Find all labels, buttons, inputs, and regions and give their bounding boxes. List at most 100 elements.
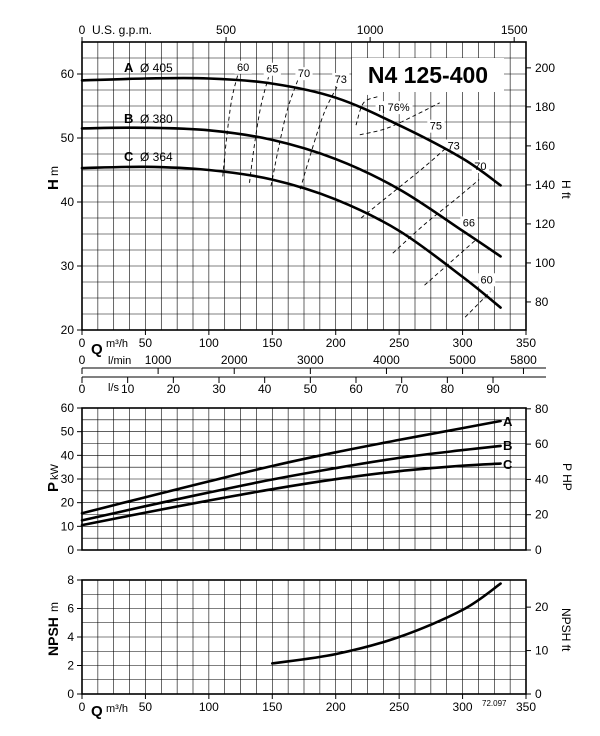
npsh-y-tick-label: 2 xyxy=(67,659,74,673)
efficiency-label-bg xyxy=(445,139,463,153)
npsh-x-tick-label: 150 xyxy=(262,700,282,714)
efficiency-line-75 xyxy=(359,102,440,136)
head-q-unit: m³/h xyxy=(106,338,128,350)
efficiency-label: 60 xyxy=(481,274,493,286)
chart-title: N4 125-400 xyxy=(368,62,488,88)
efficiency-label: 70 xyxy=(474,161,486,173)
head-right-tick-label: 80 xyxy=(535,295,549,309)
lmin-tick-label: 2000 xyxy=(221,353,248,367)
head-x-tick-label: 250 xyxy=(389,336,409,350)
npsh-y-tick-label: 8 xyxy=(67,573,74,587)
head-right-tick-label: 160 xyxy=(535,139,555,153)
npsh-x-tick-label: 350 xyxy=(516,700,536,714)
series-label-b: B Ø 380 xyxy=(124,111,173,126)
lmin-axis-label: l/min xyxy=(108,355,131,367)
npsh-q-symbol: Q xyxy=(91,703,103,720)
ls-tick-label: 80 xyxy=(441,382,455,396)
power-y-tick-label: 0 xyxy=(67,543,74,557)
series-c-letter: C xyxy=(124,149,134,164)
ls-tick-label: 40 xyxy=(258,382,272,396)
power-y-tick-label: 30 xyxy=(61,472,75,486)
efficiency-line-73 xyxy=(299,86,338,190)
npsh-y-tick-label: 6 xyxy=(67,602,74,616)
ls-tick-label: 20 xyxy=(167,382,181,396)
top-axis-tick-label: 500 xyxy=(216,23,236,37)
ls-tick-label: 0 xyxy=(79,382,86,396)
head-y-tick-label: 60 xyxy=(61,67,75,81)
ls-tick-label: 90 xyxy=(486,382,500,396)
top-axis-tick-label: 0 xyxy=(79,23,86,37)
head-x-tick-label: 350 xyxy=(516,336,536,350)
flow-axis-ticks: 1000 2000 3000 4000 5000 5800 0 10 20 30 40 50 60 70 8… xyxy=(79,353,537,396)
head-axis-unit: m xyxy=(47,166,61,176)
npsh-axis-unit: m xyxy=(47,602,61,612)
npsh-grid xyxy=(81,579,527,695)
head-curve-a xyxy=(80,76,502,187)
ls-tick-label: 70 xyxy=(395,382,409,396)
power-right-tick-label: 0 xyxy=(535,543,542,557)
figure-code: 72.097 xyxy=(482,699,507,708)
power-axis-right-label: P HP xyxy=(560,463,574,491)
power-right-tick-label: 60 xyxy=(535,437,549,451)
npsh-x-tick-label: 100 xyxy=(199,700,219,714)
ls-tick-label: 60 xyxy=(349,382,363,396)
efficiency-label: 65 xyxy=(266,64,278,76)
efficiency-label: 70 xyxy=(298,68,310,80)
efficiency-label: 73 xyxy=(335,74,347,86)
power-right-tick-label: 20 xyxy=(535,508,549,522)
efficiency-line-65 xyxy=(249,77,269,183)
head-right-tick-label: 100 xyxy=(535,256,555,270)
power-y-tick-label: 50 xyxy=(61,425,75,439)
power-y-tick-label: 10 xyxy=(61,519,75,533)
head-y-tick-label: 20 xyxy=(61,323,75,337)
head-axis-symbol: H xyxy=(45,179,62,190)
power-curves xyxy=(80,419,502,527)
series-c-diameter: Ø 364 xyxy=(140,150,173,164)
efficiency-label-bg xyxy=(263,62,281,76)
head-right-tick-label: 180 xyxy=(535,100,555,114)
head-x-tick-label: 150 xyxy=(262,336,282,350)
npsh-x-tick-label: 300 xyxy=(453,700,473,714)
head-x-tick-label: 200 xyxy=(326,336,346,350)
top-axis-tick-label: 1500 xyxy=(501,23,528,37)
head-x-tick-label: 0 xyxy=(79,336,86,350)
head-right-tick-label: 200 xyxy=(535,61,555,75)
power-y-tick-label: 60 xyxy=(61,401,75,415)
npsh-x-tick-label: 50 xyxy=(139,700,153,714)
power-axis-symbol: P xyxy=(45,482,62,492)
head-curves xyxy=(80,76,502,309)
efficiency-label-bg xyxy=(460,216,478,230)
efficiency-label: 73 xyxy=(448,141,460,153)
power-chart: 0 10 20 30 40 50 60 0 20 40 60 80 P kW P HP A B C xyxy=(45,401,574,557)
npsh-y-tick-label: 4 xyxy=(67,630,74,644)
lmin-tick-label: 4000 xyxy=(373,353,400,367)
head-curve-b xyxy=(80,126,502,258)
efficiency-label-bg xyxy=(234,60,252,74)
head-curve-c xyxy=(80,165,502,309)
lmin-tick-label: 5000 xyxy=(449,353,476,367)
head-right-tick-label: 140 xyxy=(535,178,555,192)
efficiency-label: 60 xyxy=(237,62,249,74)
npsh-x-tick-label: 250 xyxy=(389,700,409,714)
head-x-tick-label: 50 xyxy=(139,336,153,350)
npsh-right-tick-label: 0 xyxy=(535,687,542,701)
npsh-curve-line xyxy=(271,582,502,665)
power-right-tick-label: 40 xyxy=(535,472,549,486)
efficiency-line-70 xyxy=(270,80,299,187)
efficiency-label-bg xyxy=(375,101,413,115)
ls-axis-label: l/s xyxy=(108,382,120,394)
head-y-tick-label: 30 xyxy=(61,259,75,273)
efficiency-line-60 xyxy=(222,73,239,177)
head-frame xyxy=(81,41,527,331)
efficiency-label-bg xyxy=(471,160,489,173)
power-axis-unit: kW xyxy=(49,464,61,481)
power-axis-ticks: 0 10 20 30 40 50 60 0 20 40 60 80 xyxy=(61,401,549,557)
efficiency-line-66 xyxy=(424,240,476,286)
efficiency-label: η 76% xyxy=(378,102,409,114)
lmin-tick-label: 0 xyxy=(79,353,86,367)
lmin-tick-label: 3000 xyxy=(297,353,324,367)
